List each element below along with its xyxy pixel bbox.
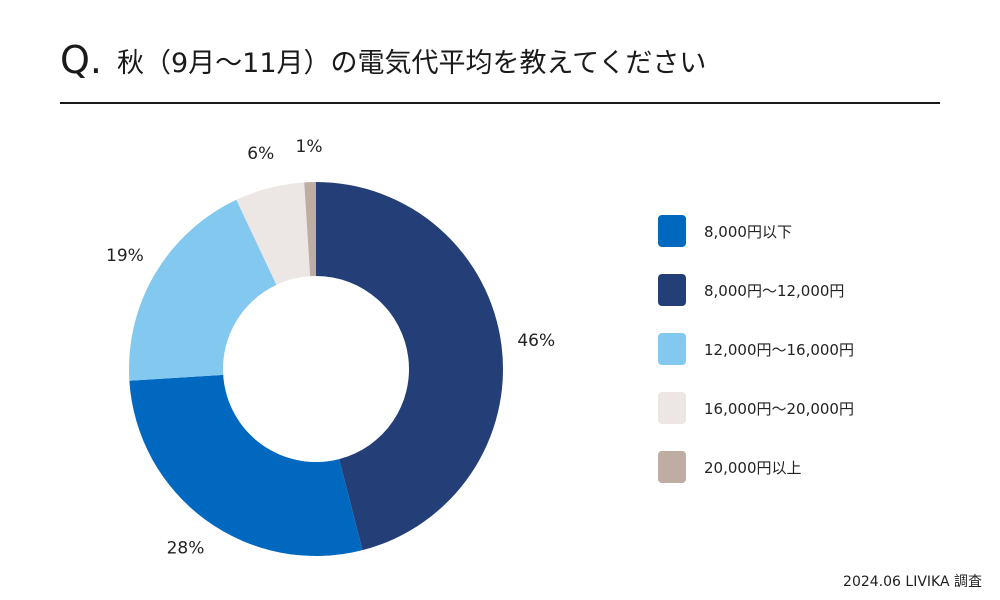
donut-slice — [129, 199, 277, 381]
slice-percent-label: 1% — [296, 137, 323, 157]
slice-percent-label: 6% — [247, 144, 274, 164]
donut-labels: 46% 28% 19% 6% 1% — [106, 137, 555, 558]
legend-swatch — [658, 333, 686, 365]
donut-slices — [129, 182, 504, 556]
donut-slice — [129, 374, 363, 556]
legend-item: 8,000円〜12,000円 — [658, 274, 854, 306]
donut-slice — [316, 182, 504, 551]
legend-swatch — [658, 215, 686, 247]
legend-label: 12,000円〜16,000円 — [704, 340, 854, 359]
legend-swatch — [658, 451, 686, 483]
legend-swatch — [658, 274, 686, 306]
legend-label: 16,000円〜20,000円 — [704, 399, 854, 418]
donut-slice — [304, 182, 316, 277]
slice-percent-label: 46% — [517, 331, 555, 351]
source-note: 2024.06 LIVIKA 調査 — [843, 574, 982, 590]
legend-item: 16,000円〜20,000円 — [658, 392, 854, 424]
slice-percent-label: 19% — [106, 246, 144, 266]
legend-label: 8,000円以下 — [704, 222, 792, 241]
question-title: 秋（9月〜11月）の電気代平均を教えてください — [117, 48, 707, 79]
question-mark: Q. — [60, 38, 102, 82]
donut-slice — [236, 182, 311, 285]
legend-swatch — [658, 392, 686, 424]
legend-label: 20,000円以上 — [704, 458, 802, 477]
chart-legend: 8,000円以下 8,000円〜12,000円 12,000円〜16,000円 16,… — [658, 215, 854, 510]
slice-percent-label: 28% — [167, 539, 205, 559]
legend-label: 8,000円〜12,000円 — [704, 281, 845, 300]
legend-item: 8,000円以下 — [658, 215, 854, 247]
title-divider — [60, 102, 940, 104]
legend-item: 20,000円以上 — [658, 451, 854, 483]
legend-item: 12,000円〜16,000円 — [658, 333, 854, 365]
